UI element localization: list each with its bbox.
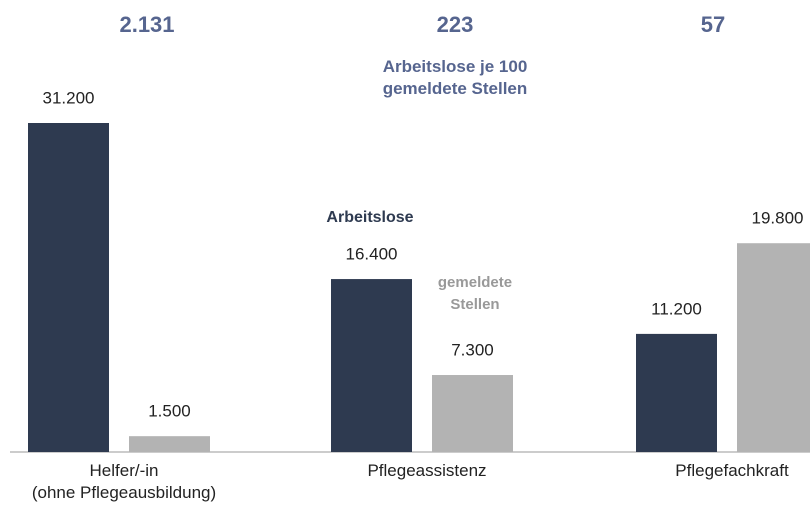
ratio-annotation: Arbeitslose je 100 gemeldete Stellen <box>382 57 528 98</box>
ratio-label: 223 <box>437 12 474 37</box>
x-tick-label-line: (ohne Pflegeausbildung) <box>32 483 216 502</box>
value-label: 1.500 <box>148 402 191 421</box>
bar <box>432 375 513 452</box>
value-label: 19.800 <box>752 209 804 228</box>
x-tick-label-line: Pflegeassistenz <box>367 461 486 480</box>
legend-label: Arbeitslose <box>326 209 414 226</box>
x-tick-label: Pflegeassistenz <box>367 461 486 480</box>
x-tick-label: Pflegefachkraft <box>675 461 789 480</box>
x-tick-label: Helfer/-in (ohne Pflegeausbildung) <box>32 461 216 502</box>
bar <box>129 436 210 452</box>
value-label: 11.200 <box>651 299 702 318</box>
x-tick-label-line: Pflegefachkraft <box>675 461 789 480</box>
bar <box>28 123 109 452</box>
legend-label: gemeldete Stellen <box>437 274 513 313</box>
x-tick-label-line: Helfer/-in <box>90 461 159 480</box>
ratio-label: 57 <box>701 12 725 37</box>
bar <box>636 333 717 452</box>
ratio-label: 2.131 <box>119 12 174 37</box>
bar <box>737 243 810 452</box>
value-label: 7.300 <box>451 341 494 360</box>
value-label: 16.400 <box>346 245 398 264</box>
bar <box>331 279 412 452</box>
value-label: 31.200 <box>43 88 95 107</box>
